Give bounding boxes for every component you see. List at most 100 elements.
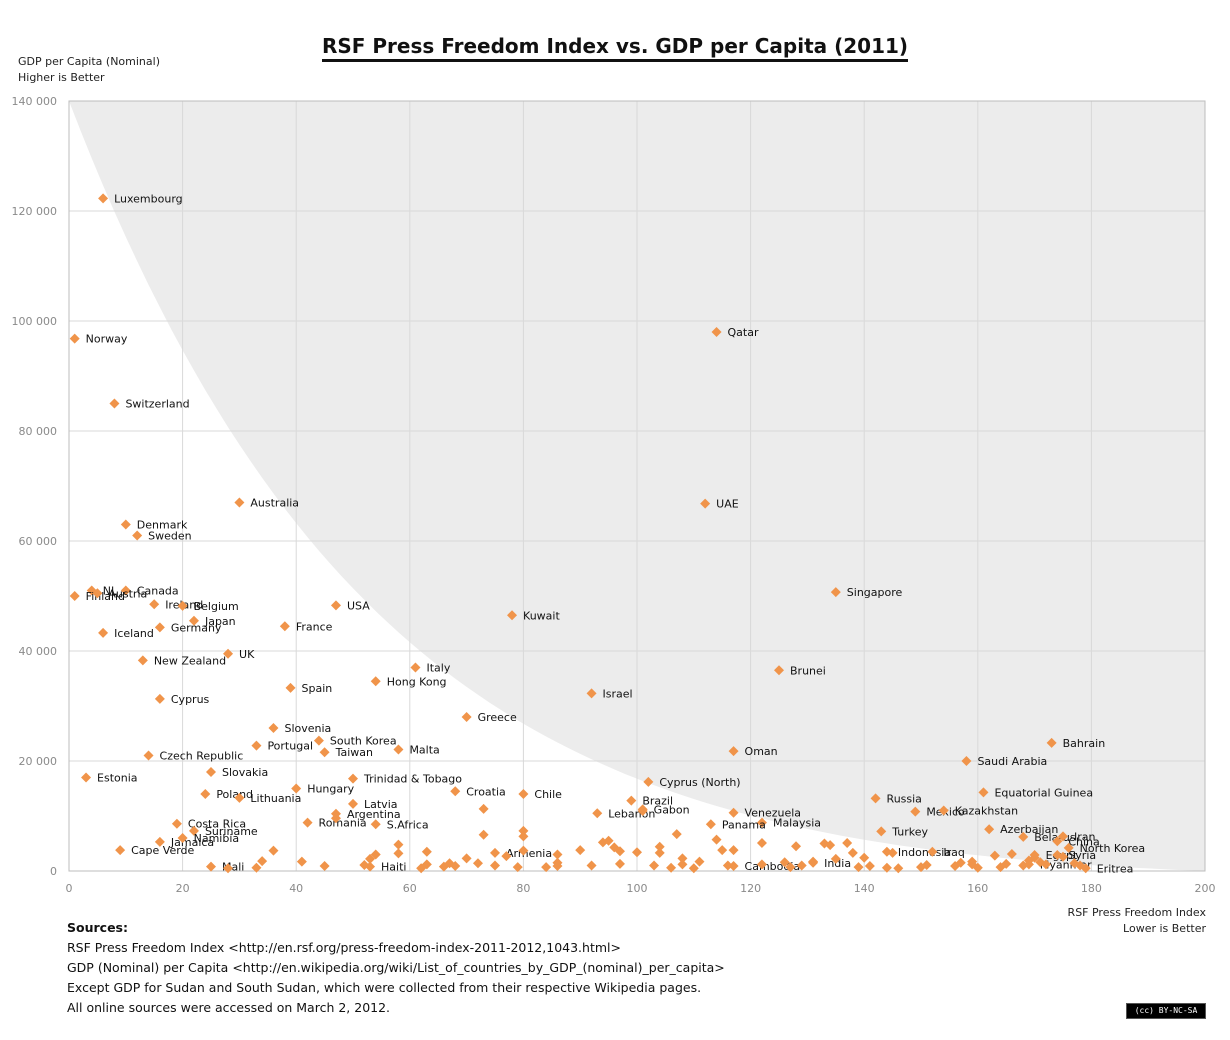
data-point <box>910 806 921 817</box>
x-tick-label: 200 <box>1195 882 1216 895</box>
point-label: Australia <box>250 497 299 510</box>
point-label: Germany <box>171 621 222 634</box>
data-point <box>188 615 199 626</box>
point-label: France <box>296 620 333 633</box>
data-point <box>859 852 870 863</box>
point-label: Russia <box>887 792 922 805</box>
data-point <box>830 853 841 864</box>
data-point <box>688 863 699 874</box>
data-point <box>870 793 881 804</box>
point-label: Taiwan <box>335 746 373 759</box>
data-point <box>393 744 404 755</box>
data-point <box>421 859 432 870</box>
data-point <box>98 193 109 204</box>
x-tick-label: 60 <box>403 882 417 895</box>
data-point <box>370 819 381 830</box>
data-point <box>649 860 660 871</box>
x-tick-label: 0 <box>66 882 73 895</box>
data-point <box>234 497 245 508</box>
y-tick-label: 40 000 <box>19 645 58 658</box>
point-label: Estonia <box>97 772 138 785</box>
point-label: Suriname <box>205 825 258 838</box>
data-point <box>938 805 949 816</box>
data-point <box>478 803 489 814</box>
data-point <box>348 798 358 809</box>
point-label: Iran <box>1074 830 1096 843</box>
x-axis-label-line1: RSF Press Freedom Index <box>1067 906 1206 919</box>
data-point <box>319 747 330 758</box>
data-point <box>1001 858 1012 869</box>
point-label: Gabon <box>654 803 690 816</box>
data-point <box>887 847 898 858</box>
data-point <box>223 863 234 874</box>
data-point <box>785 862 796 873</box>
x-axis-label-line2: Lower is Better <box>1123 922 1206 935</box>
source-line-2: GDP (Nominal) per Capita <http://en.wiki… <box>67 960 725 975</box>
data-point <box>694 856 705 867</box>
data-point <box>711 327 722 337</box>
data-point <box>643 776 654 787</box>
source-line-3: Except GDP for Sudan and South Sudan, wh… <box>67 980 702 995</box>
point-label: Latvia <box>364 798 398 811</box>
data-point <box>490 860 500 871</box>
license-badge[interactable]: (cc) BY-NC-SA <box>1126 1003 1206 1019</box>
point-label: Namibia <box>194 832 240 845</box>
data-point <box>796 860 807 871</box>
data-point <box>421 846 432 857</box>
point-label: Saudi Arabia <box>977 755 1047 768</box>
y-tick-label: 20 000 <box>19 755 58 768</box>
x-tick-label: 120 <box>740 882 761 895</box>
data-point <box>490 847 500 858</box>
data-point <box>552 861 563 872</box>
data-point <box>478 829 489 840</box>
point-label: UAE <box>716 498 739 511</box>
y-tick-label: 60 000 <box>19 535 58 548</box>
data-point <box>251 740 262 751</box>
data-point <box>654 841 665 852</box>
data-point <box>603 835 614 846</box>
data-point <box>359 859 370 870</box>
point-label: Norway <box>86 333 128 346</box>
data-point <box>177 833 188 843</box>
data-point <box>234 792 245 803</box>
data-point <box>268 845 279 856</box>
point-label: Armenia <box>506 847 552 860</box>
data-point <box>972 862 983 873</box>
point-label: Croatia <box>466 785 506 798</box>
data-point <box>586 860 597 871</box>
data-point <box>881 862 892 873</box>
data-point <box>115 845 126 856</box>
data-point <box>756 859 767 870</box>
point-label: North Korea <box>1080 842 1145 855</box>
data-point <box>1052 836 1063 847</box>
y-tick-label: 140 000 <box>12 95 58 108</box>
data-point <box>330 600 341 611</box>
data-point <box>677 859 688 870</box>
y-tick-label: 120 000 <box>12 205 58 218</box>
data-point <box>864 861 875 872</box>
point-label: Cyprus <box>171 693 210 706</box>
data-point <box>69 591 80 601</box>
point-label: UK <box>239 648 255 661</box>
data-point <box>756 817 767 828</box>
data-point <box>92 588 103 599</box>
point-label: Lithuania <box>250 792 301 805</box>
data-point <box>518 789 529 799</box>
data-point <box>319 861 330 872</box>
data-point <box>961 756 972 766</box>
point-label: Slovakia <box>222 766 268 779</box>
data-point <box>251 862 262 873</box>
point-label: Kazakhstan <box>955 805 1018 818</box>
data-point <box>154 836 165 847</box>
data-point <box>507 610 518 621</box>
point-label: Kuwait <box>523 609 560 622</box>
data-point <box>626 795 637 806</box>
point-label: Qatar <box>728 326 759 339</box>
point-label: Iraq <box>943 846 965 859</box>
data-point <box>285 682 296 693</box>
point-label: Trinidad & Tobago <box>363 773 462 786</box>
data-point <box>81 772 92 783</box>
scatter-plot: 0 20 000 40 000 60 000 80 000 100 000 120 000 1… <box>12 95 1216 895</box>
data-point <box>728 845 739 856</box>
data-point <box>501 851 512 862</box>
